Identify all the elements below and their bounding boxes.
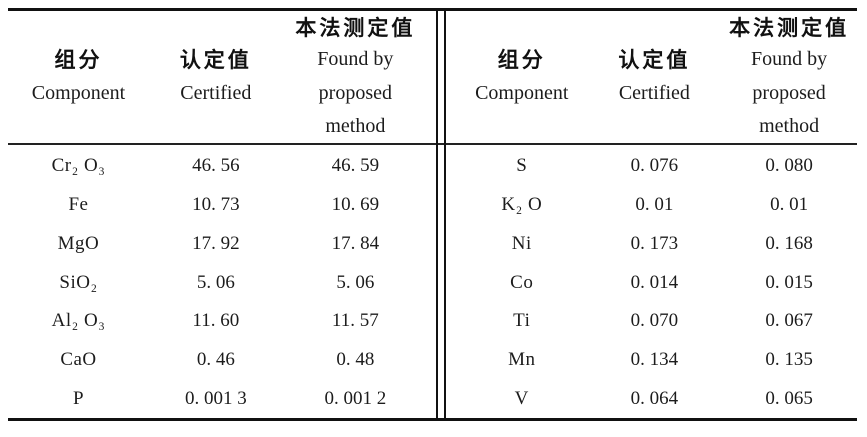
left-header-component-zh: 组分 [54,49,103,72]
right-header-found-en2: proposed [752,81,826,104]
table-row: Co 0. 014 0. 015 [446,263,867,302]
right-header-found-zh: 本法测定值 [729,16,850,40]
table-row: Ti 0. 070 0. 067 [446,302,867,341]
cell-certified: 0. 001 3 [184,387,247,409]
cell-certified: 0. 070 [630,310,679,332]
cell-certified: 11. 60 [192,310,240,332]
table-row: Cr₂ O₃ 46. 56 46. 59 [0,147,436,186]
right-header-certified-en: Certified [618,81,690,104]
left-header-component-en: Component [31,81,126,104]
cell-found: 10. 69 [331,194,380,216]
left-header-found-en1: Found by [317,47,394,70]
table-row: S 0. 076 0. 080 [446,147,867,186]
table-row: Fe 10. 73 10. 69 [0,186,436,225]
cell-component: Al₂ O₃ [51,310,106,332]
cell-certified: 0. 014 [630,271,679,293]
cell-found: 0. 080 [765,155,813,177]
header-rule [8,143,857,145]
left-panel: 本法测定值 组分 认定值 Found by Component Certifie… [0,11,436,418]
right-header-found-en3: method [759,115,820,137]
right-header-certified-zh: 认定值 [618,49,691,72]
cell-certified: 17. 92 [192,232,240,254]
cell-found: 0. 168 [765,232,813,254]
table-row: V 0. 064 0. 065 [446,379,867,418]
cell-found: 0. 015 [765,271,813,293]
table-row: SiO₂ 5. 06 5. 06 [0,263,436,302]
cell-certified: 0. 173 [630,232,679,254]
cell-component: Ni [511,232,532,254]
table-row: MgO 17. 92 17. 84 [0,224,436,263]
cell-component: Mn [508,348,536,370]
cell-found: 0. 067 [765,310,813,332]
bottom-rule [8,418,857,421]
table-row: P 0. 001 3 0. 001 2 [0,379,436,418]
cell-component: P [72,387,85,409]
cell-certified: 46. 56 [192,155,240,177]
left-rows: Cr₂ O₃ 46. 56 46. 59 Fe 10. 73 10. 69 Mg… [0,147,436,418]
left-header-certified-zh: 认定值 [179,49,252,72]
cell-found: 46. 59 [331,155,380,177]
cell-component: K₂ O [501,194,543,216]
cell-certified: 5. 06 [196,271,235,293]
table-row: Mn 0. 134 0. 135 [446,341,867,380]
table-row: Ni 0. 173 0. 168 [446,224,867,263]
cell-found: 11. 57 [331,310,379,332]
cell-certified: 0. 46 [196,348,235,370]
cell-certified: 10. 73 [192,194,240,216]
left-header-found-en2: proposed [318,81,392,104]
table-row: CaO 0. 46 0. 48 [0,341,436,380]
right-header-component-zh: 组分 [497,49,546,72]
cell-found: 17. 84 [331,232,380,254]
left-header: 本法测定值 组分 认定值 Found by Component Certifie… [0,11,436,143]
left-header-found-zh: 本法测定值 [295,16,416,40]
cell-found: 5. 06 [336,271,375,293]
cell-component: SiO₂ [59,271,98,293]
table-content: 本法测定值 组分 认定值 Found by Component Certifie… [0,11,867,418]
cell-found: 0. 48 [336,348,375,370]
right-header-component-en: Component [475,81,569,104]
cell-certified: 0. 064 [630,387,679,409]
cell-certified: 0. 01 [635,194,674,216]
double-vertical-divider [436,8,446,421]
cell-found: 0. 01 [770,194,809,216]
table-row: Al₂ O₃ 11. 60 11. 57 [0,302,436,341]
cell-component: Cr₂ O₃ [51,155,106,177]
cell-found: 0. 135 [765,348,813,370]
cell-component: Ti [513,310,531,332]
left-header-certified-en: Certified [180,81,252,104]
top-rule [8,8,857,11]
cell-component: MgO [57,232,100,254]
right-header: 本法测定值 组分 认定值 Found by Component Certifie… [446,11,867,143]
cell-component: S [516,155,528,177]
table-row: K₂ O 0. 01 0. 01 [446,186,867,225]
cell-component: Co [510,271,534,293]
right-panel: 本法测定值 组分 认定值 Found by Component Certifie… [446,11,867,418]
cell-component: V [514,387,529,409]
left-header-found-en3: method [325,115,386,137]
right-header-found-en1: Found by [751,47,828,70]
cell-component: CaO [60,348,97,370]
cell-certified: 0. 076 [630,155,679,177]
right-rows: S 0. 076 0. 080 K₂ O 0. 01 0. 01 Ni 0. 1… [446,147,867,418]
cell-certified: 0. 134 [630,348,679,370]
cell-found: 0. 001 2 [324,387,387,409]
cell-found: 0. 065 [765,387,813,409]
cell-component: Fe [68,194,89,216]
